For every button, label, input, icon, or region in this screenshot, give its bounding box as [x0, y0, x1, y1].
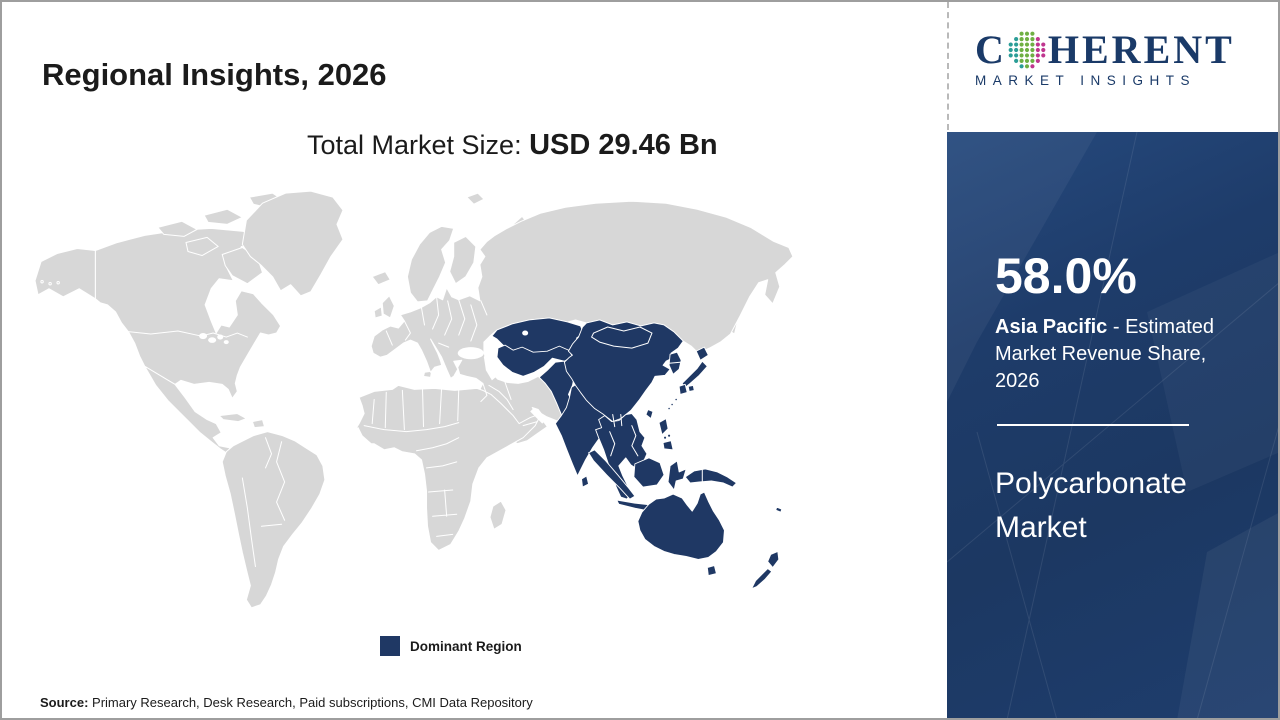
market-name: Polycarbonate Market [995, 467, 1187, 544]
dashed-divider [947, 2, 949, 130]
region-australia [637, 491, 725, 560]
panel-texture [947, 132, 1278, 718]
aral-sea [522, 330, 529, 336]
logo-letter-c: C [975, 27, 1007, 72]
legend: Dominant Region [380, 636, 522, 656]
region-china-mongolia [563, 319, 684, 423]
region-sri-lanka [581, 475, 590, 488]
page-title: Regional Insights, 2026 [42, 56, 387, 92]
sidebar-panel: 58.0% Asia Pacific - Estimated Market Re… [947, 132, 1278, 718]
region-philippines [658, 418, 669, 436]
landmass-south-america [221, 431, 326, 609]
logo-letters-herent: HERENT [1047, 27, 1235, 72]
sea-overlays [199, 330, 546, 424]
region-korea [668, 351, 682, 375]
region-sulawesi [667, 460, 687, 491]
logo-subtitle: MARKET INSIGHTS [975, 73, 1197, 88]
globe-dots-icon [1008, 31, 1046, 69]
region-tasmania [706, 565, 717, 577]
region-asia-pacific [491, 317, 783, 590]
landmass-greenland [241, 190, 344, 297]
black-sea [457, 347, 484, 360]
landmass-uk [381, 295, 395, 319]
landmass-gray [34, 190, 794, 609]
legend-label: Dominant Region [410, 638, 522, 654]
total-market-size-label: Total Market Size: [307, 130, 530, 160]
landmass-cuba [218, 413, 247, 423]
region-sumatra [588, 449, 636, 500]
world-map [34, 190, 794, 609]
region-borneo [633, 457, 665, 488]
source-note: Source: Primary Research, Desk Research,… [40, 695, 533, 710]
share-value: 58.0% [995, 248, 1137, 304]
landmass-arctic-islands [157, 220, 198, 237]
source-text: Primary Research, Desk Research, Paid su… [88, 695, 533, 710]
landmass-alaska [34, 247, 96, 300]
region-japan [695, 346, 709, 361]
coherent-logo: C HERENT MARKET INSIGHTS [975, 28, 1267, 89]
source-label: Source: [40, 695, 89, 710]
total-market-size: Total Market Size: USD 29.46 Bn [307, 129, 718, 162]
share-description: Asia Pacific - Estimated Market Revenue … [995, 314, 1240, 395]
region-name: Asia Pacific [995, 316, 1108, 338]
region-desc-text: - Estimated Market Revenue Share, 2026 [995, 316, 1214, 392]
region-new-zealand [767, 550, 780, 568]
great-lakes [199, 333, 208, 340]
legend-swatch [380, 636, 400, 656]
caspian-sea [483, 347, 498, 381]
total-market-size-value: USD 29.46 Bn [529, 129, 718, 161]
country-borders-highlight [591, 326, 703, 483]
logo-wordmark: C HERENT [975, 28, 1267, 72]
landmass-scandinavia [406, 225, 455, 303]
region-southeast-asia [595, 413, 648, 500]
country-borders-gray [122, 296, 538, 568]
landmass-africa [353, 384, 542, 551]
region-new-guinea [684, 468, 737, 488]
region-taiwan [645, 409, 654, 420]
landmass-madagascar [489, 500, 507, 530]
panel-divider [997, 424, 1189, 426]
landmass-iceland [371, 271, 391, 286]
persian-gulf [530, 408, 546, 424]
